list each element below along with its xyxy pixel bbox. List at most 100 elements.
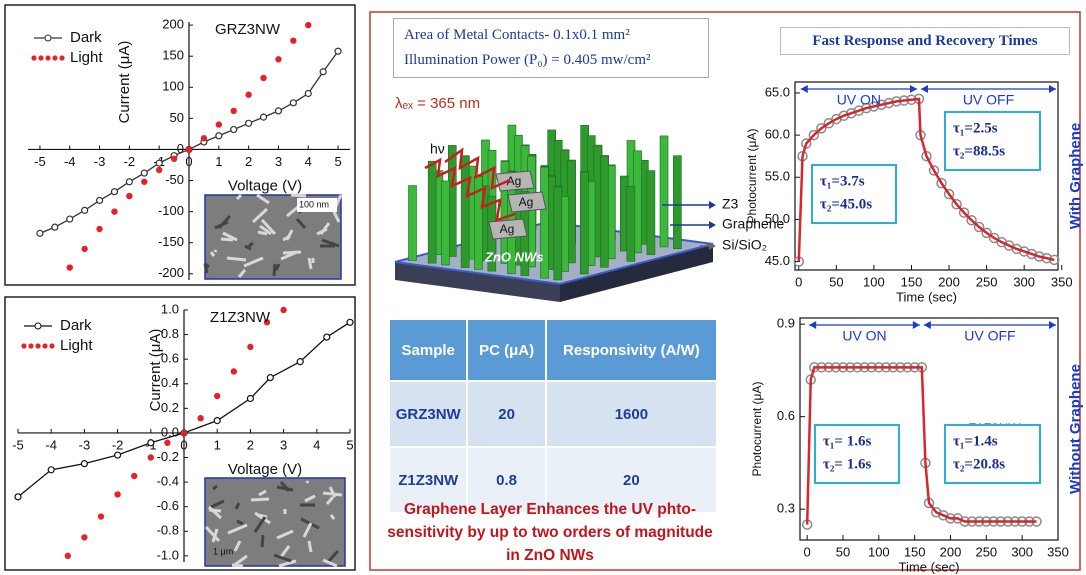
sem-texture — [215, 250, 216, 252]
x-tick-label: 350 — [1047, 544, 1069, 559]
light-point — [186, 147, 191, 152]
x-axis-label: Voltage (V) — [228, 461, 302, 478]
y-axis-label: Photocurrent (μA) — [745, 129, 759, 224]
nanowire-label: ZnO NWs — [484, 249, 544, 264]
y-tick-label: -0.8 — [157, 523, 179, 538]
legend-symbol — [35, 323, 41, 329]
chart-title: GRZ3NW — [215, 21, 281, 38]
dark-point — [246, 120, 252, 126]
dark-point — [37, 230, 43, 236]
dark-point — [81, 461, 87, 467]
dark-point — [48, 467, 54, 473]
legend-label: Light — [60, 337, 93, 354]
x-tick-label: 5 — [346, 437, 353, 452]
layer-label: Graphene — [722, 216, 784, 232]
light-point — [67, 265, 72, 270]
layer-label: Z3 — [722, 196, 739, 212]
y-tick-label: 50 — [170, 110, 184, 125]
legend-symbol — [42, 343, 47, 348]
nanowire — [554, 187, 562, 280]
dark-point — [290, 100, 296, 106]
dark-point — [305, 90, 311, 96]
light-point — [201, 136, 206, 141]
scale-label: 1 μm — [213, 546, 233, 556]
table-cell: 1600 — [546, 381, 717, 447]
table-cell: GRZ3NW — [389, 381, 467, 447]
x-tick-label: 250 — [975, 544, 997, 559]
sem-texture — [323, 493, 342, 495]
uv-label: UV ON — [842, 328, 886, 344]
tau-text: τ₁= 1.6s — [823, 433, 871, 449]
uv-label: UV OFF — [964, 328, 1015, 344]
legend-symbol — [59, 55, 64, 60]
dark-point — [52, 224, 58, 230]
chart-title: Z1Z3NW — [210, 309, 271, 326]
y-axis-label: Photocurrent (μA) — [750, 382, 764, 477]
light-point — [231, 108, 236, 113]
x-tick-label: 3 — [280, 437, 287, 452]
x-tick-label: -4 — [45, 437, 57, 452]
x-tick-label: 1 — [214, 437, 221, 452]
y-tick-label: 55.0 — [765, 169, 790, 184]
sem-texture — [227, 258, 246, 260]
nanowire — [461, 157, 469, 268]
x-tick-label: 300 — [1011, 544, 1033, 559]
dark-point — [275, 108, 281, 114]
y-tick-label: 1.0 — [161, 301, 179, 316]
y-tick-label: -150 — [158, 234, 184, 249]
x-tick-label: 0 — [795, 274, 802, 289]
legend-label: Dark — [60, 317, 92, 334]
light-point — [157, 167, 162, 172]
sem-texture — [274, 264, 275, 276]
contact-label: Ag — [500, 222, 515, 236]
y-tick-label: -0.2 — [157, 449, 179, 464]
dark-point — [231, 127, 237, 133]
light-point — [82, 535, 87, 540]
light-point — [261, 75, 266, 80]
dark-point — [15, 494, 21, 500]
contact-label: Ag — [519, 195, 534, 209]
info-line: Illumination Power (P₀) = 0.405 mw/cm² — [404, 48, 698, 73]
sem-texture — [258, 232, 267, 234]
light-point — [291, 38, 296, 43]
light-point — [248, 344, 253, 349]
right-title: Fast Response and Recovery Times — [780, 27, 1070, 55]
dark-point — [267, 375, 273, 381]
x-tick-label: -2 — [112, 437, 124, 452]
light-point — [127, 193, 132, 198]
x-tick-label: 5 — [334, 154, 341, 169]
y-axis-label: Current (μA) — [147, 329, 164, 412]
legend-symbol — [31, 55, 36, 60]
x-axis-label: Time (sec) — [899, 559, 960, 574]
dark-point — [111, 189, 117, 195]
legend-symbol — [38, 55, 43, 60]
light-point — [98, 514, 103, 519]
x-tick-label: 4 — [313, 437, 320, 452]
y-axis-label: Current (μA) — [116, 41, 133, 124]
y-tick-label: -100 — [158, 203, 184, 218]
light-point — [115, 492, 120, 497]
legend-symbol — [21, 343, 26, 348]
dark-point — [261, 114, 267, 120]
nanowire — [627, 186, 635, 261]
tau-text: τ₂=20.8s — [953, 456, 1005, 472]
legend-symbol — [35, 343, 40, 348]
legend-symbol — [49, 343, 54, 348]
x-tick-label: 1 — [215, 154, 222, 169]
table-header: Sample — [389, 319, 467, 381]
x-tick-label: -4 — [64, 154, 76, 169]
x-tick-label: 0 — [185, 154, 192, 169]
light-point — [97, 226, 102, 231]
nanowire — [408, 186, 416, 261]
y-tick-label: 60.0 — [765, 127, 790, 142]
sem-texture — [221, 239, 233, 240]
x-tick-label: 150 — [904, 544, 926, 559]
dark-point — [97, 197, 103, 203]
tau-text: τ₂=45.0s — [820, 196, 872, 212]
uv-label: UV OFF — [963, 92, 1014, 108]
x-tick-label: 2 — [245, 154, 252, 169]
legend-symbol — [45, 35, 51, 41]
sem-texture — [309, 258, 311, 269]
legend-symbol — [45, 55, 50, 60]
nanowire — [441, 181, 449, 265]
